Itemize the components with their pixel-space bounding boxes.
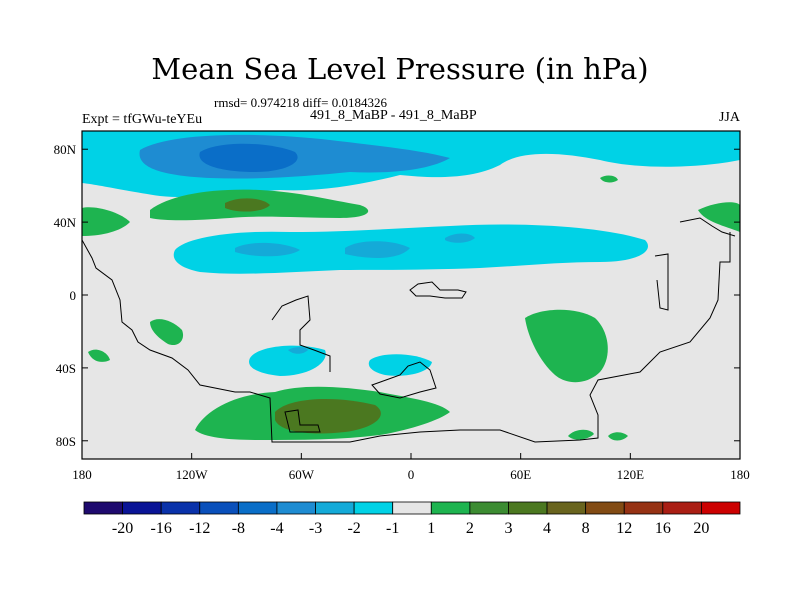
colorbar-swatch bbox=[701, 501, 741, 515]
colorbar-swatch bbox=[276, 501, 316, 515]
north-atlantic-high-west bbox=[82, 207, 130, 236]
colorbar-label: -16 bbox=[151, 520, 172, 537]
colorbar-label: -4 bbox=[270, 520, 283, 537]
southern-africa-low bbox=[368, 354, 432, 376]
stats-text: rmsd= 0.974218 diff= 0.0184326 bbox=[214, 95, 387, 110]
south-atlantic-low bbox=[249, 345, 326, 376]
midlat-low-core-a bbox=[235, 242, 300, 257]
colorbar-swatch bbox=[83, 501, 123, 515]
contour-fills bbox=[82, 131, 740, 441]
experiment-label: Expt = tfGWu-teYEu bbox=[82, 112, 203, 127]
coastline-americas bbox=[82, 232, 731, 443]
indian-ocean-high bbox=[525, 309, 608, 383]
colorbar-label: -8 bbox=[232, 520, 245, 537]
colorbar-swatch bbox=[546, 501, 587, 515]
y-axis: 80N 40N 0 40S 80S bbox=[54, 142, 740, 449]
colorbar-label: 2 bbox=[466, 520, 474, 537]
colorbar-label: -3 bbox=[309, 520, 322, 537]
chart-title: Mean Sea Level Pressure (in hPa) bbox=[151, 52, 649, 86]
colorbar-swatch bbox=[623, 501, 664, 515]
colorbar-swatch bbox=[160, 501, 201, 515]
colorbar-swatch bbox=[353, 501, 394, 515]
coastline-north-africa bbox=[409, 281, 467, 299]
colorbar-label: -2 bbox=[347, 520, 360, 537]
south-atlantic-low-core bbox=[288, 347, 308, 354]
small-high-5 bbox=[608, 432, 628, 441]
colorbar-swatch bbox=[469, 501, 509, 515]
colorbar-label: 12 bbox=[616, 520, 632, 537]
small-high-1 bbox=[150, 319, 184, 346]
y-tick-label: 40N bbox=[54, 215, 77, 230]
colorbar-swatch bbox=[237, 501, 278, 515]
coastline-arctic bbox=[679, 217, 736, 237]
season-label: JJA bbox=[718, 110, 740, 125]
midlat-low-band bbox=[173, 224, 648, 274]
comparison-label: 491_8_MaBP - 491_8_MaBP bbox=[310, 108, 477, 123]
small-high-2 bbox=[88, 349, 110, 362]
x-tick-label: 120W bbox=[176, 467, 209, 482]
arctic-low-center bbox=[199, 143, 298, 172]
colorbar-label: 20 bbox=[693, 520, 709, 537]
north-atlantic-high-east bbox=[698, 202, 740, 232]
y-tick-label: 40S bbox=[56, 361, 76, 376]
colorbar-swatch bbox=[508, 501, 548, 515]
y-tick-label: 80N bbox=[54, 142, 77, 157]
coastline-west-pacific bbox=[654, 253, 669, 311]
coastline-antarctic-block bbox=[284, 409, 321, 433]
colorbar-label: 1 bbox=[427, 520, 435, 537]
midlat-low-core-c bbox=[445, 233, 475, 243]
colorbar-label: 4 bbox=[543, 520, 551, 537]
colorbar-label: 8 bbox=[582, 520, 590, 537]
midlat-low-core-b bbox=[345, 241, 410, 258]
coastline-africa bbox=[371, 361, 437, 399]
colorbar-label: -1 bbox=[386, 520, 399, 537]
x-tick-label: 60W bbox=[289, 467, 315, 482]
colorbar-label: 3 bbox=[504, 520, 512, 537]
colorbar-swatch bbox=[585, 501, 625, 515]
colorbar-swatch bbox=[430, 501, 471, 515]
coastline-south-america bbox=[271, 295, 331, 372]
x-tick-label: 180 bbox=[72, 467, 92, 482]
colorbar-swatch bbox=[392, 501, 432, 515]
x-tick-label: 180 bbox=[730, 467, 750, 482]
colorbar-swatch bbox=[199, 501, 239, 515]
small-high-3 bbox=[600, 175, 618, 183]
colorbar-label: -12 bbox=[189, 520, 210, 537]
colorbar-swatch bbox=[315, 501, 355, 515]
x-axis: 180 120W 60W 0 60E 120E 180 bbox=[72, 453, 750, 482]
colorbar-label: 16 bbox=[655, 520, 671, 537]
colorbar-label: -20 bbox=[112, 520, 133, 537]
north-atlantic-high-core bbox=[225, 198, 270, 212]
y-tick-label: 80S bbox=[56, 434, 76, 449]
y-tick-label: 0 bbox=[70, 288, 77, 303]
x-tick-label: 60E bbox=[510, 467, 531, 482]
small-high-4 bbox=[568, 429, 594, 440]
coastlines bbox=[82, 217, 736, 443]
x-tick-label: 0 bbox=[408, 467, 415, 482]
colorbar-swatch bbox=[662, 501, 702, 515]
colorbar: -20 -16 -12 -8 -4 -3 -2 -1 1 2 3 4 8 12 16 20 bbox=[83, 501, 741, 537]
x-tick-label: 120E bbox=[617, 467, 645, 482]
colorbar-swatch bbox=[122, 501, 162, 515]
